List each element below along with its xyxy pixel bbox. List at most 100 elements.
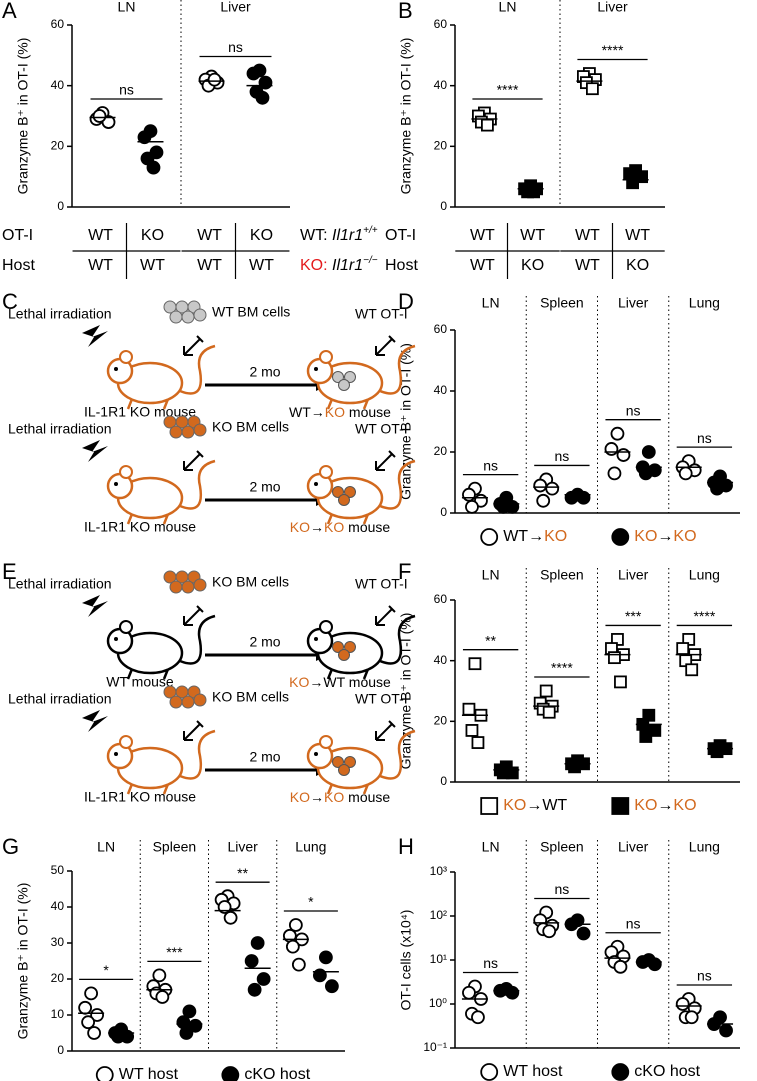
category-label: LN [118, 0, 136, 15]
data-point [223, 910, 238, 925]
data-point [250, 936, 265, 950]
bm-cell [193, 693, 207, 707]
table-cell: WT [140, 257, 165, 274]
row-label: OT-I [2, 227, 33, 244]
mouse [306, 459, 416, 525]
data-point [586, 82, 599, 96]
data-point [710, 481, 724, 496]
table-cell: WT [520, 227, 545, 244]
data-point [542, 924, 557, 939]
table-cell: WT [470, 257, 495, 274]
result-label: KO→KO mouse [290, 789, 391, 805]
data-point [90, 1008, 105, 1022]
legend-label-part: → [657, 797, 673, 814]
ot1-label: WT OT-I [355, 306, 408, 322]
significance-label: ns [697, 968, 712, 984]
bm-cell [169, 425, 183, 439]
data-point [480, 118, 494, 132]
significance-label: * [308, 894, 314, 910]
time-label: 2 mo [249, 479, 280, 495]
table-cell: WT [249, 257, 274, 274]
data-point [610, 426, 625, 441]
data-point [542, 705, 556, 719]
legend-marker [611, 528, 630, 546]
legend-label: WT host [503, 1063, 563, 1080]
result-label-part: →WT mouse [309, 674, 391, 690]
table-cell: WT [197, 257, 222, 274]
category-label: LN [499, 0, 517, 15]
mouse-leg [162, 398, 170, 410]
recipient-label: IL-1R1 KO mouse [84, 789, 196, 805]
legend-label-part: WT host [503, 1063, 563, 1080]
bm-cell [332, 486, 344, 498]
hollow-arrow [375, 335, 396, 356]
ot1-label: WT OT-I [355, 576, 408, 592]
mouse-eye [314, 752, 318, 756]
y-axis-label: Granzyme B⁺ in OT-I (%) [398, 38, 414, 195]
row-label: OT-I [385, 227, 416, 244]
mouse-eye [114, 752, 118, 756]
y-tick-label: 0 [440, 505, 447, 519]
data-point [638, 466, 653, 481]
category-label: LN [97, 839, 115, 855]
y-tick-label: 10⁻¹ [423, 1040, 447, 1054]
legend-label: WT→KO [503, 528, 567, 545]
legend-label: KO→KO [634, 797, 696, 814]
category-label: Lung [689, 295, 720, 311]
y-tick-label: 30 [51, 935, 65, 949]
result-label-part: WT→ [289, 404, 325, 420]
donor-label: KO BM cells [212, 574, 289, 590]
result-label-part: → [310, 789, 324, 805]
y-tick-label: 0 [57, 1043, 64, 1057]
time-label: 2 mo [249, 749, 280, 765]
data-point [613, 959, 628, 974]
y-axis-label: Granzyme B⁺ in OT-I (%) [15, 38, 31, 195]
y-tick-label: 0 [57, 199, 64, 213]
mouse-eye [314, 482, 318, 486]
mouse-ear [319, 350, 333, 364]
legend-label-part: KO [634, 528, 657, 545]
legend-marker [480, 797, 499, 815]
time-label: 2 mo [249, 364, 280, 380]
irradiation-label: Lethal irradiation [8, 421, 112, 437]
data-point [675, 997, 690, 1011]
table-cell: WT [88, 257, 113, 274]
data-point [539, 684, 553, 698]
category-label: Lung [689, 567, 720, 583]
panel-label: B [398, 0, 413, 23]
mouse-eye [114, 367, 118, 371]
irradiation-bolt [82, 595, 108, 617]
category-label: Liver [227, 839, 258, 855]
data-point [564, 490, 579, 505]
data-point [545, 481, 560, 496]
category-label: Liver [618, 567, 649, 583]
data-point [87, 1026, 102, 1040]
mouse-eye [114, 637, 118, 641]
y-tick-label: 10 [51, 1007, 65, 1021]
recipient-label: IL-1R1 KO mouse [84, 404, 196, 420]
data-point [291, 957, 306, 972]
mouse-leg [326, 783, 334, 795]
result-label-part: KO [290, 519, 310, 535]
data-point [676, 642, 690, 655]
data-point [255, 90, 270, 105]
legend-marker [95, 1066, 114, 1081]
table-cell: WT [575, 257, 600, 274]
result-label-part: mouse [344, 789, 390, 805]
bm-cell [332, 756, 344, 768]
data-point [462, 702, 476, 716]
data-point [146, 160, 161, 175]
bm-cell [338, 649, 350, 661]
data-point [465, 499, 479, 514]
significance-label: ns [554, 448, 569, 464]
key-sup: +/+ [363, 225, 378, 236]
key-entry: KO: Il1r1−/− [300, 255, 378, 274]
category-label: Liver [597, 0, 628, 15]
y-tick-label: 50 [51, 863, 65, 877]
mouse-leg [162, 783, 170, 795]
data-point [462, 487, 476, 502]
data-point [247, 982, 262, 997]
mouse-leg [162, 513, 170, 525]
y-tick-label: 0 [440, 199, 447, 213]
y-tick-label: 60 [434, 592, 448, 606]
